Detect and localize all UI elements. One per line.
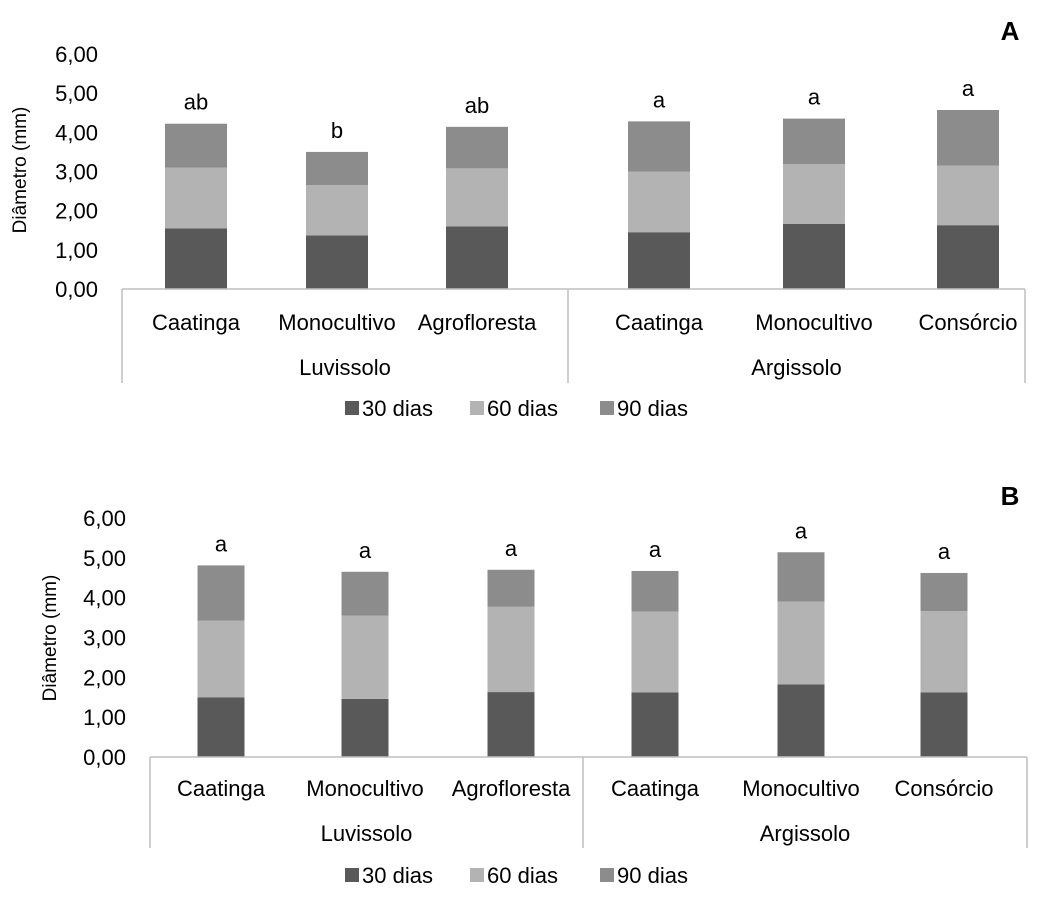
panel-b-legend-label: 90 dias: [617, 863, 688, 888]
panel-a-legend-label: 30 dias: [362, 396, 433, 421]
panel-b-category-label: Agrofloresta: [452, 776, 571, 801]
panel-a-bar-90-dias-6: [937, 110, 999, 166]
panel-a-y-tick-label: 5,00: [55, 81, 98, 106]
panel-b-y-tick-label: 1,00: [83, 705, 126, 730]
panel-b-bar-90-dias-2: [341, 571, 389, 616]
panel-a-bar-60-dias-3: [446, 168, 508, 227]
panel-b-y-tick-label: 3,00: [83, 626, 126, 651]
panel-a-bar-60-dias-5: [783, 164, 845, 224]
panel-a-category-label: Monocultivo: [278, 310, 395, 335]
panel-b-bar-60-dias-6: [920, 611, 968, 693]
panel-a-y-tick-label: 4,00: [55, 120, 98, 145]
panel-b-bar-60-dias-3: [487, 606, 535, 693]
panel-a-y-tick-label: 1,00: [55, 238, 98, 263]
panel-b-legend-label: 30 dias: [362, 863, 433, 888]
panel-a-y-tick-label: 2,00: [55, 199, 98, 224]
panel-a-bar-60-dias-1: [165, 167, 227, 229]
panel-a-y-tick-label: 3,00: [55, 160, 98, 185]
panel-b-bar-60-dias-1: [197, 620, 245, 698]
panel-a-category-label: Consórcio: [918, 310, 1017, 335]
panel-b-bar-30-dias-6: [920, 692, 968, 757]
panel-a-bar-30-dias-2: [306, 235, 368, 289]
panel-a-legend-swatch-60-dias: [470, 401, 484, 415]
panel-b-category-label: Monocultivo: [742, 776, 859, 801]
panel-b-bar-30-dias-3: [487, 692, 535, 757]
panel-a-annotation: ab: [184, 90, 208, 115]
panel-b-category-label: Caatinga: [611, 776, 700, 801]
panel-a-category-label: Caatinga: [152, 310, 241, 335]
panel-a-group-label: Luvissolo: [299, 355, 391, 380]
panel-b-legend-swatch-90-dias: [600, 868, 614, 882]
panel-a-legend-swatch-30-dias: [345, 401, 359, 415]
panel-b-annotation: a: [359, 538, 372, 563]
panel-b-bar-60-dias-5: [777, 601, 825, 685]
panel-a-group-label: Argissolo: [751, 355, 841, 380]
panel-b-bar-90-dias-6: [920, 572, 968, 612]
panel-b-y-tick-label: 0,00: [83, 745, 126, 770]
panel-b-annotation: a: [215, 531, 228, 556]
panel-b-bar-60-dias-2: [341, 615, 389, 699]
panel-a-category-label: Agrofloresta: [418, 310, 537, 335]
panel-a-legend-label: 60 dias: [487, 396, 558, 421]
panel-a-bar-90-dias-4: [628, 121, 690, 172]
panel-a-y-tick-label: 6,00: [55, 42, 98, 67]
panel-b-bar-60-dias-4: [631, 611, 679, 693]
panel-a-bar-90-dias-1: [165, 123, 227, 168]
panel-b-y-tick-label: 2,00: [83, 665, 126, 690]
panel-a-bar-60-dias-6: [937, 165, 999, 226]
panel-a-bar-30-dias-4: [628, 232, 690, 289]
panel-b-bar-90-dias-1: [197, 565, 245, 621]
panel-b-annotation: a: [795, 518, 808, 543]
panel-b-legend-label: 60 dias: [487, 863, 558, 888]
panel-b-y-tick-label: 5,00: [83, 546, 126, 571]
panel-a-annotation: a: [808, 85, 821, 110]
panel-b-bar-90-dias-4: [631, 570, 679, 612]
panel-b-y-tick-label: 6,00: [83, 506, 126, 531]
panel-b-legend-swatch-60-dias: [470, 868, 484, 882]
panel-a-legend-swatch-90-dias: [600, 401, 614, 415]
panel-b-legend-swatch-30-dias: [345, 868, 359, 882]
panel-a-annotation: ab: [465, 93, 489, 118]
panel-a-bar-90-dias-3: [446, 126, 508, 169]
panel-a-bar-30-dias-3: [446, 226, 508, 289]
panel-b-y-axis-title: Diâmetro (mm): [40, 575, 61, 702]
panel-b-bar-30-dias-2: [341, 698, 389, 757]
panel-b-annotation: a: [649, 537, 662, 562]
panel-a-bar-30-dias-5: [783, 223, 845, 289]
panel-b-group-label: Argissolo: [760, 821, 850, 846]
panel-a-bar-60-dias-4: [628, 171, 690, 233]
panel-a-annotation: b: [331, 118, 343, 143]
panel-b-group-label: Luvissolo: [321, 821, 413, 846]
panel-a-bar-90-dias-5: [783, 118, 845, 165]
panel-a-bar-30-dias-1: [165, 228, 227, 289]
panel-b-category-label: Monocultivo: [306, 776, 423, 801]
panel-b-bar-90-dias-3: [487, 569, 535, 607]
panel-b-annotation: a: [938, 539, 951, 564]
panel-a-bar-60-dias-2: [306, 185, 368, 236]
panel-a-bar-30-dias-6: [937, 225, 999, 289]
panel-a-annotation: a: [653, 87, 666, 112]
panel-b-category-label: Consórcio: [894, 776, 993, 801]
panel-a-legend-label: 90 dias: [617, 396, 688, 421]
panel-a-category-label: Monocultivo: [755, 310, 872, 335]
panel-b-bar-30-dias-5: [777, 684, 825, 757]
panel-a-label: A: [1001, 16, 1020, 46]
panel-b-bar-90-dias-5: [777, 552, 825, 602]
panel-b-label: B: [1001, 481, 1020, 511]
panel-b-y-tick-label: 4,00: [83, 586, 126, 611]
panel-a-category-label: Caatinga: [615, 310, 704, 335]
panel-b-bar-30-dias-1: [197, 697, 245, 757]
panel-a-y-tick-label: 0,00: [55, 277, 98, 302]
panel-b-bar-30-dias-4: [631, 692, 679, 757]
panel-a-annotation: a: [962, 76, 975, 101]
panel-b-annotation: a: [505, 536, 518, 561]
panel-a-y-axis-title: Diâmetro (mm): [10, 107, 31, 234]
panel-b-category-label: Caatinga: [177, 776, 266, 801]
panel-a-bar-90-dias-2: [306, 151, 368, 186]
